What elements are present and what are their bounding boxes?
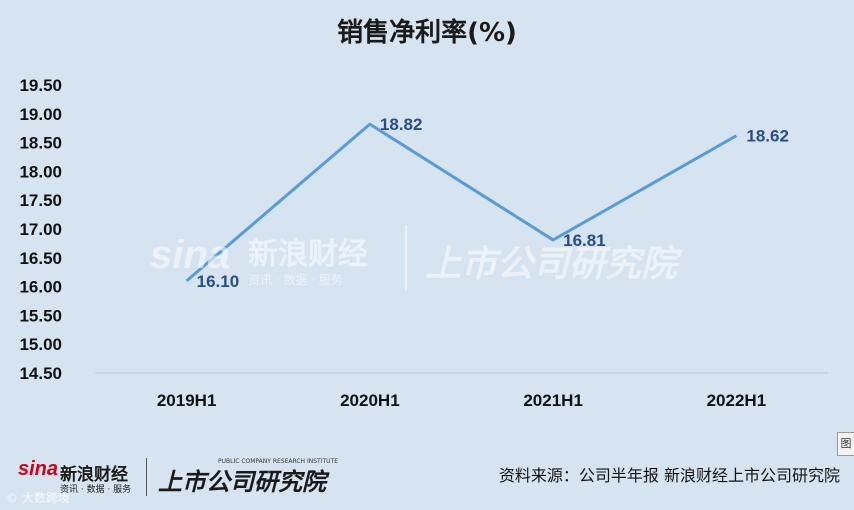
y-axis: 19.50 19.00 18.50 18.00 17.50 17.00 16.50 16.00… [19,76,62,383]
data-label: 16.10 [197,272,240,291]
copyright: © 大数跨境 [6,491,70,505]
data-label: 16.81 [563,231,606,250]
y-tick-label: 19.00 [19,105,62,124]
y-tick-label: 17.50 [19,191,62,210]
y-tick-label: 15.00 [19,335,62,354]
data-label: 18.82 [380,115,423,134]
data-label: 18.62 [746,127,789,146]
y-tick-label: 15.50 [19,306,62,325]
y-tick-label: 17.00 [19,220,62,239]
x-tick-label: 2021H1 [523,391,583,410]
footer-tagline: 资讯 · 数据 · 服务 [60,485,132,495]
y-tick-label: 18.00 [19,162,62,181]
x-tick-label: 2022H1 [707,391,767,410]
corner-tab[interactable]: 图 [837,432,854,456]
y-tick-label: 19.50 [19,76,62,95]
source-note: 资料来源：公司半年报 新浪财经上市公司研究院 [498,466,840,485]
y-tick-label: 16.50 [19,249,62,268]
footer-institute-en: PUBLIC COMPANY RESEARCH INSTITUTE [218,458,338,465]
x-axis: 2019H1 2020H1 2021H1 2022H1 [157,391,766,410]
y-tick-label: 16.00 [19,278,62,297]
line-chart: 19.50 19.00 18.50 18.00 17.50 17.00 16.50 16.00… [19,76,828,410]
footer: sina 新浪财经 资讯 · 数据 · 服务 PUBLIC COMPANY RE… [0,452,854,510]
footer-brand: 新浪财经 [60,465,128,485]
data-labels: 16.10 18.82 16.81 18.62 [197,115,789,291]
y-tick-label: 14.50 [19,364,62,383]
series-line [185,122,738,282]
footer-divider [146,458,147,496]
x-tick-label: 2019H1 [157,391,217,410]
chart-title: 销售净利率(%) [337,18,517,48]
y-tick-label: 18.50 [19,134,62,153]
footer-sina-logo: sina [18,458,59,480]
x-tick-label: 2020H1 [340,391,400,410]
footer-institute: 上市公司研究院 [158,468,326,496]
